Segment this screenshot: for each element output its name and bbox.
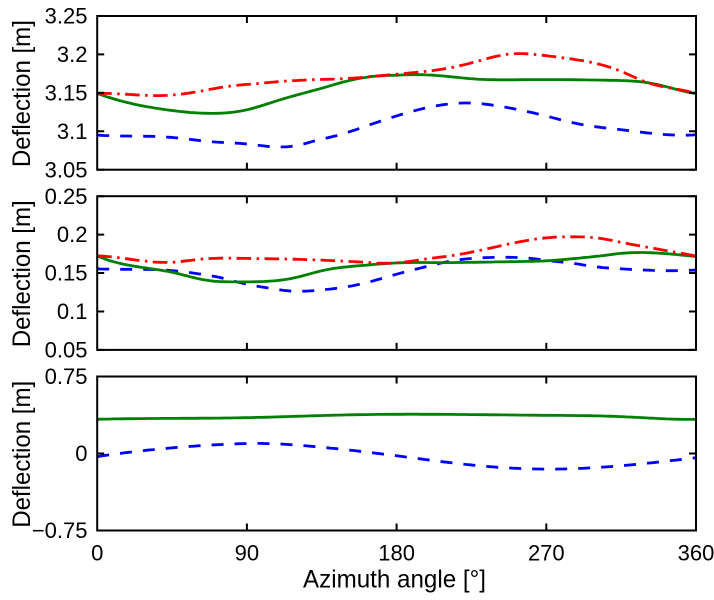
svg-text:Deflection [m]: Deflection [m] — [8, 20, 36, 167]
svg-text:0.1: 0.1 — [57, 299, 88, 324]
svg-text:270: 270 — [528, 541, 565, 566]
svg-text:0: 0 — [75, 441, 87, 466]
svg-text:180: 180 — [378, 541, 415, 566]
svg-text:360: 360 — [678, 541, 714, 566]
svg-text:0.05: 0.05 — [45, 337, 88, 362]
svg-text:90: 90 — [235, 541, 259, 566]
svg-text:0: 0 — [91, 541, 103, 566]
svg-text:0.25: 0.25 — [45, 184, 88, 209]
svg-text:3.1: 3.1 — [57, 119, 88, 144]
svg-text:Azimuth angle [°]: Azimuth angle [°] — [303, 566, 486, 594]
svg-text:−0.75: −0.75 — [32, 518, 88, 543]
svg-text:Deflection [m]: Deflection [m] — [8, 200, 36, 347]
svg-text:0.75: 0.75 — [45, 364, 88, 389]
svg-text:3.05: 3.05 — [45, 157, 88, 182]
svg-text:0.15: 0.15 — [45, 261, 88, 286]
svg-text:3.15: 3.15 — [45, 80, 88, 105]
svg-text:3.25: 3.25 — [45, 4, 88, 29]
svg-text:Deflection [m]: Deflection [m] — [8, 381, 36, 528]
svg-text:0.2: 0.2 — [57, 222, 88, 247]
svg-text:3.2: 3.2 — [57, 42, 88, 67]
